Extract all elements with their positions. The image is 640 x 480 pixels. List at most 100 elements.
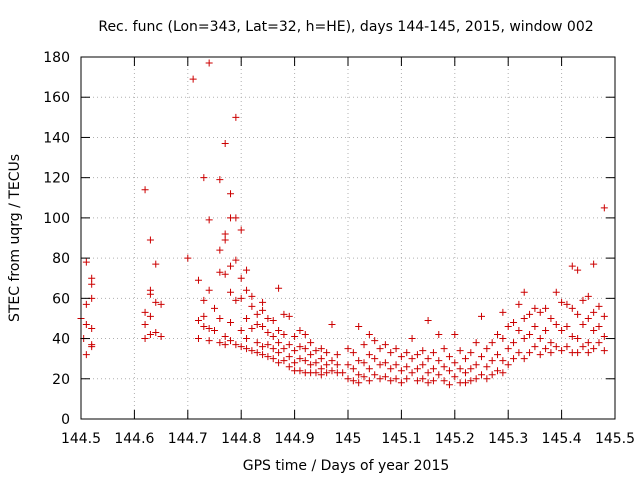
data-point <box>243 314 251 322</box>
data-point <box>376 361 384 369</box>
data-point <box>467 377 475 385</box>
data-point <box>478 353 485 361</box>
data-point <box>472 361 480 369</box>
data-point <box>227 318 235 326</box>
data-point <box>205 325 213 332</box>
data-point <box>243 266 251 274</box>
data-point <box>451 331 459 339</box>
data-point <box>579 343 587 351</box>
data-point <box>435 357 443 365</box>
x-tick-label: 145.1 <box>381 431 421 447</box>
data-point <box>600 347 608 355</box>
data-point <box>563 322 571 330</box>
x-tick-label: 145.5 <box>595 431 635 447</box>
data-point <box>184 254 192 262</box>
data-point <box>312 369 320 377</box>
data-point <box>253 339 261 347</box>
data-point <box>88 325 96 332</box>
data-point <box>307 361 315 369</box>
data-point <box>280 357 288 365</box>
data-point <box>547 339 555 347</box>
data-point <box>547 349 555 357</box>
data-point <box>227 337 235 345</box>
data-point <box>552 320 560 328</box>
data-point <box>461 369 469 377</box>
data-point <box>243 335 251 343</box>
data-point <box>397 353 405 361</box>
data-point <box>360 373 368 381</box>
data-point <box>291 333 299 341</box>
data-point <box>504 345 512 353</box>
data-point <box>216 176 224 184</box>
data-point <box>397 379 405 387</box>
data-point <box>531 304 539 312</box>
data-point <box>526 331 534 339</box>
data-point <box>355 379 363 387</box>
data-point <box>429 365 437 373</box>
data-point <box>301 357 309 365</box>
data-points <box>77 59 608 389</box>
data-point <box>461 355 469 363</box>
data-point <box>547 314 555 322</box>
data-point <box>542 327 550 335</box>
data-point <box>574 335 582 343</box>
data-point <box>152 329 160 337</box>
data-point <box>248 347 256 355</box>
data-point <box>595 302 603 310</box>
data-point <box>451 373 459 381</box>
data-point <box>355 371 363 379</box>
data-point <box>157 333 165 341</box>
x-tick-label: 144.7 <box>168 431 208 447</box>
x-tick-label: 145.2 <box>435 431 475 447</box>
data-point <box>146 290 154 298</box>
data-point <box>259 343 267 351</box>
data-point <box>88 280 96 288</box>
data-point <box>510 339 518 347</box>
data-point <box>323 361 331 369</box>
data-point <box>563 300 571 308</box>
data-point <box>248 302 256 310</box>
data-point <box>403 349 411 357</box>
data-point <box>536 351 544 359</box>
data-point <box>194 335 202 343</box>
data-point <box>429 349 437 357</box>
x-axis-label: GPS time / Days of year 2015 <box>243 458 450 474</box>
data-point <box>291 347 299 355</box>
data-point <box>392 361 400 369</box>
data-point <box>568 333 576 341</box>
y-tick-label: 120 <box>43 171 70 187</box>
data-point <box>579 320 587 328</box>
data-point <box>264 329 272 337</box>
data-point <box>590 260 598 268</box>
data-point <box>296 355 304 363</box>
data-point <box>301 331 309 339</box>
data-point <box>526 349 534 357</box>
data-point <box>264 353 272 361</box>
data-point <box>478 371 485 379</box>
data-point <box>579 296 587 304</box>
data-point <box>269 316 277 324</box>
data-point <box>227 262 235 270</box>
data-point <box>269 355 277 363</box>
data-point <box>349 349 357 357</box>
data-point <box>237 343 245 351</box>
grid-lines <box>81 57 615 419</box>
data-point <box>499 357 507 365</box>
data-point <box>301 345 309 353</box>
data-point <box>328 320 336 328</box>
data-point <box>595 322 603 330</box>
data-point <box>403 363 411 371</box>
data-point <box>520 355 528 363</box>
data-point <box>243 345 251 353</box>
data-point <box>194 316 202 324</box>
data-point <box>590 345 598 353</box>
data-point <box>88 274 96 282</box>
data-point <box>440 363 448 371</box>
y-tick-labels: 0 20 40 60 80 100 120 140 160 180 <box>43 50 70 428</box>
data-point <box>365 377 373 385</box>
data-point <box>88 343 96 351</box>
data-point <box>600 204 608 212</box>
data-point <box>221 333 229 341</box>
data-point <box>275 359 283 367</box>
data-point <box>200 296 208 304</box>
